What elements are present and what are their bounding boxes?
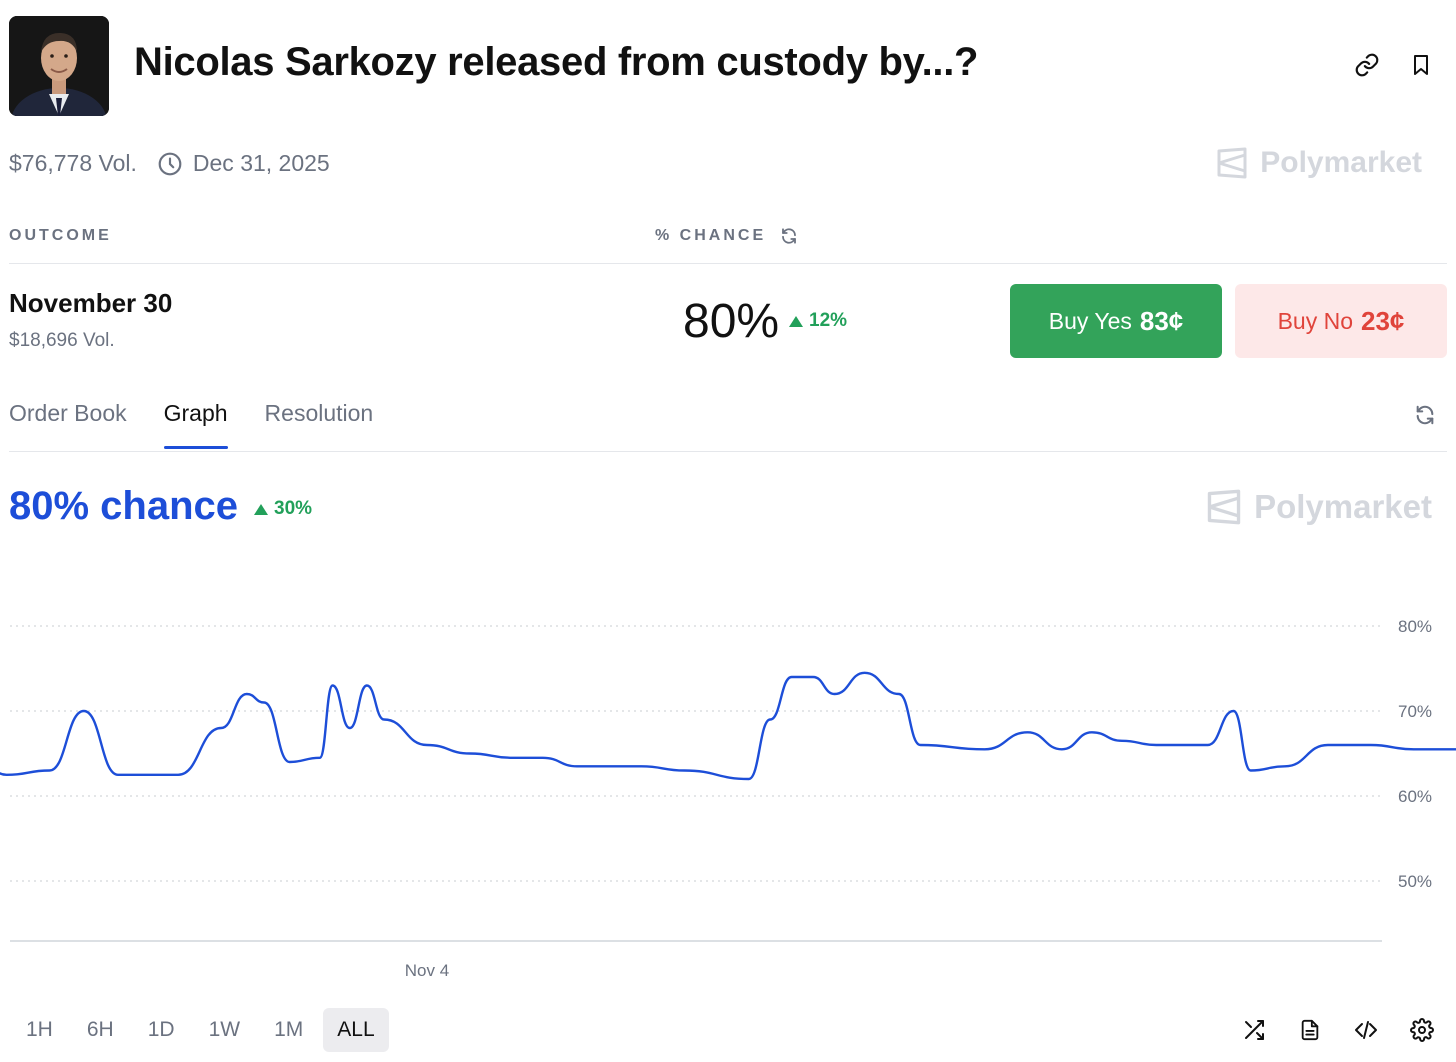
tab-resolution[interactable]: Resolution (264, 400, 374, 426)
range-1w[interactable]: 1W (208, 1018, 241, 1041)
page-title: Nicolas Sarkozy released from custody by… (134, 40, 979, 84)
range-1m[interactable]: 1M (274, 1018, 304, 1041)
up-arrow-icon (254, 503, 268, 515)
link-icon[interactable] (1352, 50, 1382, 80)
document-icon[interactable] (1296, 1016, 1324, 1044)
buy-yes-price: 83¢ (1139, 305, 1184, 336)
y-tick-label: 70% (1398, 702, 1432, 721)
range-all[interactable]: ALL (323, 1008, 389, 1052)
buy-yes-label: Buy Yes (1048, 307, 1132, 334)
buy-no-label: Buy No (1277, 307, 1354, 334)
refresh-icon[interactable] (780, 227, 798, 245)
y-tick-label: 50% (1398, 872, 1432, 891)
gear-icon[interactable] (1408, 1016, 1436, 1044)
price-chart[interactable]: 50%60%70%80%Nov 4Nov 7Nov 10 (0, 560, 1456, 990)
outcome-volume: $18,696 Vol. (9, 330, 115, 351)
range-1d[interactable]: 1D (147, 1018, 175, 1041)
y-tick-label: 60% (1398, 787, 1432, 806)
outcome-delta-value: 12% (809, 310, 848, 331)
buy-no-price: 23¢ (1361, 305, 1405, 336)
code-icon[interactable] (1352, 1016, 1380, 1044)
chance-column-label: % CHANCE (655, 227, 767, 244)
graph-delta-value: 30% (274, 498, 313, 519)
chart-brand-logo: Polymarket (1206, 488, 1432, 526)
x-tick-label: Nov 4 (405, 961, 449, 980)
market-end-date: Dec 31, 2025 (192, 150, 330, 176)
outcome-column-header: OUTCOME (9, 227, 112, 244)
detail-tabs: Order Book Graph Resolution (9, 400, 410, 449)
chart-brand-name: Polymarket (1254, 488, 1432, 525)
clock-icon (157, 151, 183, 177)
table-divider (9, 263, 1447, 264)
market-avatar (9, 16, 109, 116)
market-meta: $76,778 Vol. Dec 31, 2025 (9, 150, 330, 177)
tab-graph[interactable]: Graph (163, 400, 228, 449)
up-arrow-icon (789, 315, 803, 327)
outcome-chance: 80% (683, 295, 780, 348)
graph-delta: 30% (254, 498, 312, 520)
refresh-icon[interactable] (1414, 404, 1436, 426)
time-range-selector: 1H 6H 1D 1W 1M ALL (12, 1008, 395, 1052)
tab-order-book[interactable]: Order Book (9, 400, 127, 426)
brand-name: Polymarket (1260, 146, 1422, 179)
market-volume: $76,778 Vol. (9, 150, 137, 176)
y-tick-label: 80% (1398, 617, 1432, 636)
buy-no-button[interactable]: Buy No 23¢ (1235, 284, 1447, 358)
brand-logo: Polymarket (1216, 146, 1422, 180)
series-line (0, 671, 1456, 781)
shuffle-icon[interactable] (1240, 1016, 1268, 1044)
outcome-label: November 30 (9, 288, 173, 318)
outcome-delta: 12% (789, 310, 847, 332)
tabs-divider (9, 451, 1447, 452)
graph-chance: 80% chance (9, 484, 239, 528)
bookmark-icon[interactable] (1406, 50, 1436, 80)
buy-yes-button[interactable]: Buy Yes 83¢ (1010, 284, 1222, 358)
chance-column-header: % CHANCE (655, 227, 798, 245)
range-1h[interactable]: 1H (26, 1018, 53, 1041)
range-6h[interactable]: 6H (86, 1018, 114, 1041)
